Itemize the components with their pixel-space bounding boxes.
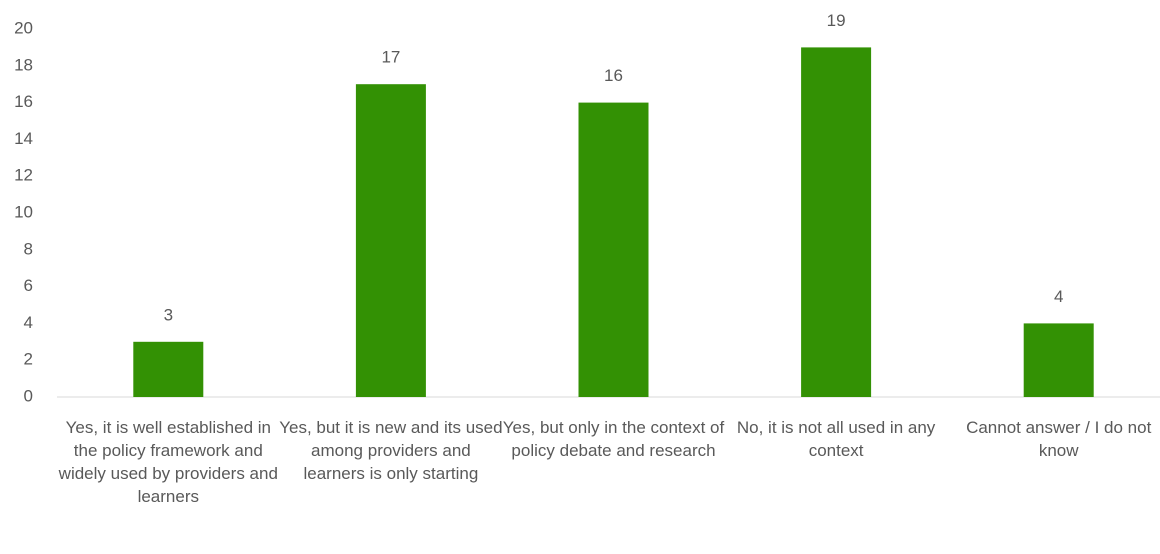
y-tick-label: 20 bbox=[14, 18, 33, 37]
value-label: 19 bbox=[827, 11, 846, 30]
bar bbox=[1023, 323, 1094, 397]
value-label: 3 bbox=[164, 305, 173, 324]
y-tick-label: 0 bbox=[24, 386, 33, 405]
x-tick-label: No, it is not all used in any context bbox=[736, 418, 936, 460]
y-tick-label: 2 bbox=[24, 350, 33, 369]
value-label: 17 bbox=[381, 48, 400, 67]
y-tick-label: 18 bbox=[14, 55, 33, 74]
y-tick-label: 4 bbox=[24, 313, 33, 332]
y-tick-label: 16 bbox=[14, 92, 33, 111]
y-tick-label: 6 bbox=[24, 276, 33, 295]
x-tick-label: Yes, but it is new and its used among pr… bbox=[279, 418, 503, 483]
y-tick-label: 8 bbox=[24, 239, 33, 258]
x-tick-label: Yes, but only in the context of policy d… bbox=[502, 418, 725, 460]
bar bbox=[801, 47, 872, 398]
bar bbox=[133, 341, 204, 397]
y-tick-label: 12 bbox=[14, 166, 33, 185]
bar bbox=[578, 102, 649, 397]
bar bbox=[355, 84, 426, 397]
x-tick-label: Yes, it is well established in the polic… bbox=[58, 418, 278, 506]
x-tick-label: Cannot answer / I do not know bbox=[966, 418, 1152, 460]
value-label: 16 bbox=[604, 66, 623, 85]
y-tick-label: 14 bbox=[14, 129, 33, 148]
value-label: 4 bbox=[1054, 287, 1063, 306]
y-tick-label: 10 bbox=[14, 202, 33, 221]
